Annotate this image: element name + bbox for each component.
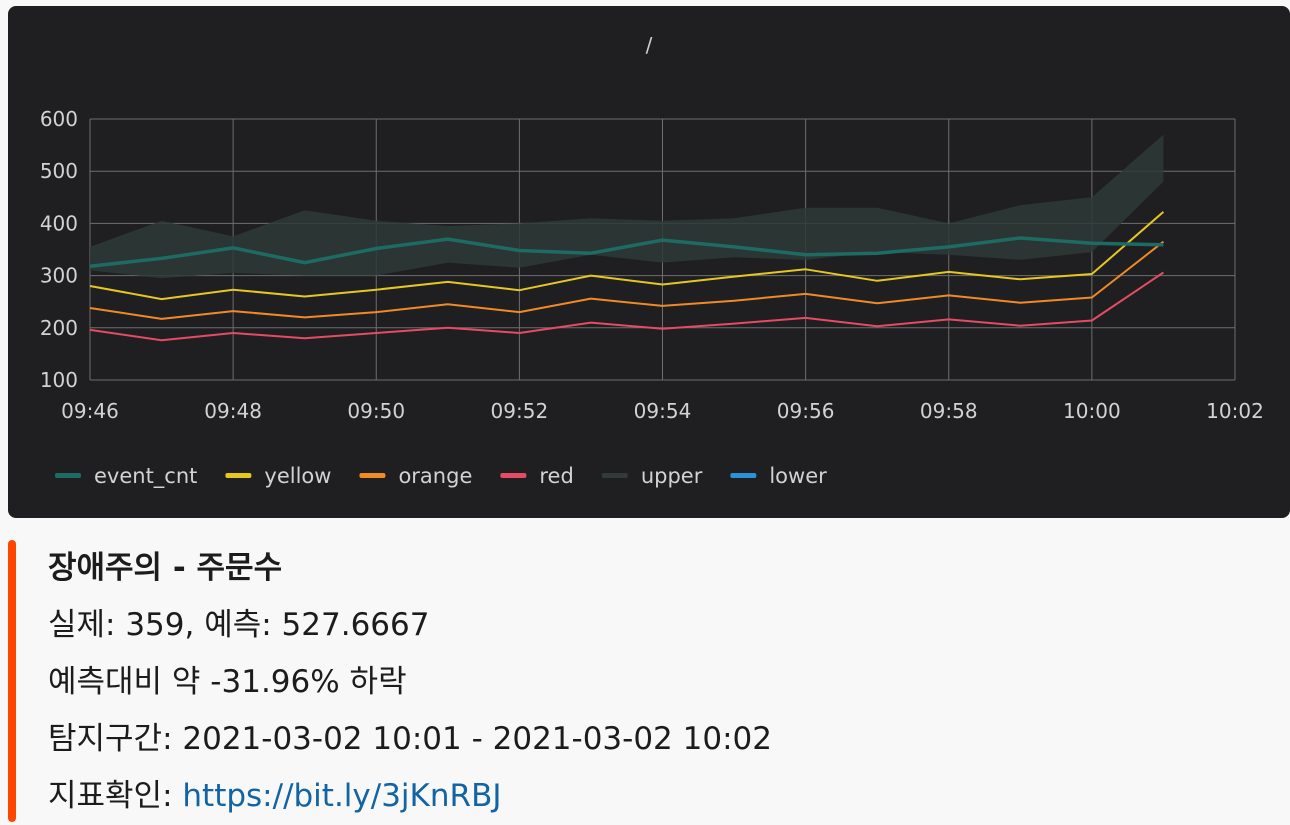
series-line-red <box>89 271 1164 342</box>
legend-swatch-upper <box>601 473 628 478</box>
y-tick-label: 300 <box>40 264 78 288</box>
legend-label-red: red <box>539 464 573 488</box>
series-line-orange <box>89 240 1165 320</box>
metric-link-line: 지표확인: https://bit.ly/3jKnRBJ <box>48 768 1268 825</box>
detection-interval: 탐지구간: 2021-03-02 10:01 - 2021-03-02 10:0… <box>48 721 772 757</box>
y-tick-label: 600 <box>40 107 78 131</box>
alert-severity-bar <box>8 540 16 822</box>
y-tick-label: 200 <box>40 316 78 340</box>
x-tick-label: 10:02 <box>1206 399 1264 423</box>
x-tick-label: 09:52 <box>491 399 549 423</box>
x-tick-label: 09:48 <box>204 399 262 423</box>
legend-label-orange: orange <box>398 464 472 488</box>
y-tick-label: 400 <box>40 211 78 235</box>
forecast-band-area <box>90 134 1164 279</box>
y-tick-label: 500 <box>40 159 78 183</box>
x-tick-label: 10:00 <box>1063 399 1121 423</box>
change-percentage: 예측대비 약 -31.96% 하락 <box>48 664 407 700</box>
actual-vs-forecast: 실제: 359, 예측: 527.6667 <box>48 607 430 643</box>
x-tick-label: 09:58 <box>920 399 978 423</box>
legend-swatch-yellow <box>225 473 252 478</box>
legend-label-upper: upper <box>641 464 703 488</box>
x-tick-label: 09:54 <box>634 399 692 423</box>
x-tick-label: 09:46 <box>61 399 119 423</box>
metric-link-label: 지표확인: <box>48 778 183 814</box>
alert-message: 장애주의 - 주문수 실제: 359, 예측: 527.6667 예측대비 약 … <box>48 540 1268 825</box>
chart-title: / <box>646 33 653 57</box>
y-tick-label: 100 <box>40 368 78 392</box>
legend-swatch-orange <box>359 473 386 478</box>
legend-swatch-lower <box>730 473 757 478</box>
legend-label-event-cnt: event_cnt <box>94 464 197 489</box>
metric-link[interactable]: https://bit.ly/3jKnRBJ <box>182 778 502 814</box>
legend-swatch-red <box>500 473 527 478</box>
line-chart: / 100 200 300 400 500 600 09:46 09:48 09:50 09:52 0… <box>40 33 1264 489</box>
x-tick-label: 09:56 <box>777 399 835 423</box>
chart-panel: / 100 200 300 400 500 600 09:46 09:48 09:50 09:52 0… <box>8 6 1290 518</box>
legend-label-lower: lower <box>769 464 827 488</box>
x-tick-label: 09:50 <box>347 399 405 423</box>
series-line-event-cnt <box>89 236 1164 268</box>
legend-swatch-event-cnt <box>55 473 81 478</box>
series-line-yellow <box>89 211 1165 301</box>
alert-title: 장애주의 - 주문수 <box>48 550 283 586</box>
legend-label-yellow: yellow <box>264 464 331 488</box>
